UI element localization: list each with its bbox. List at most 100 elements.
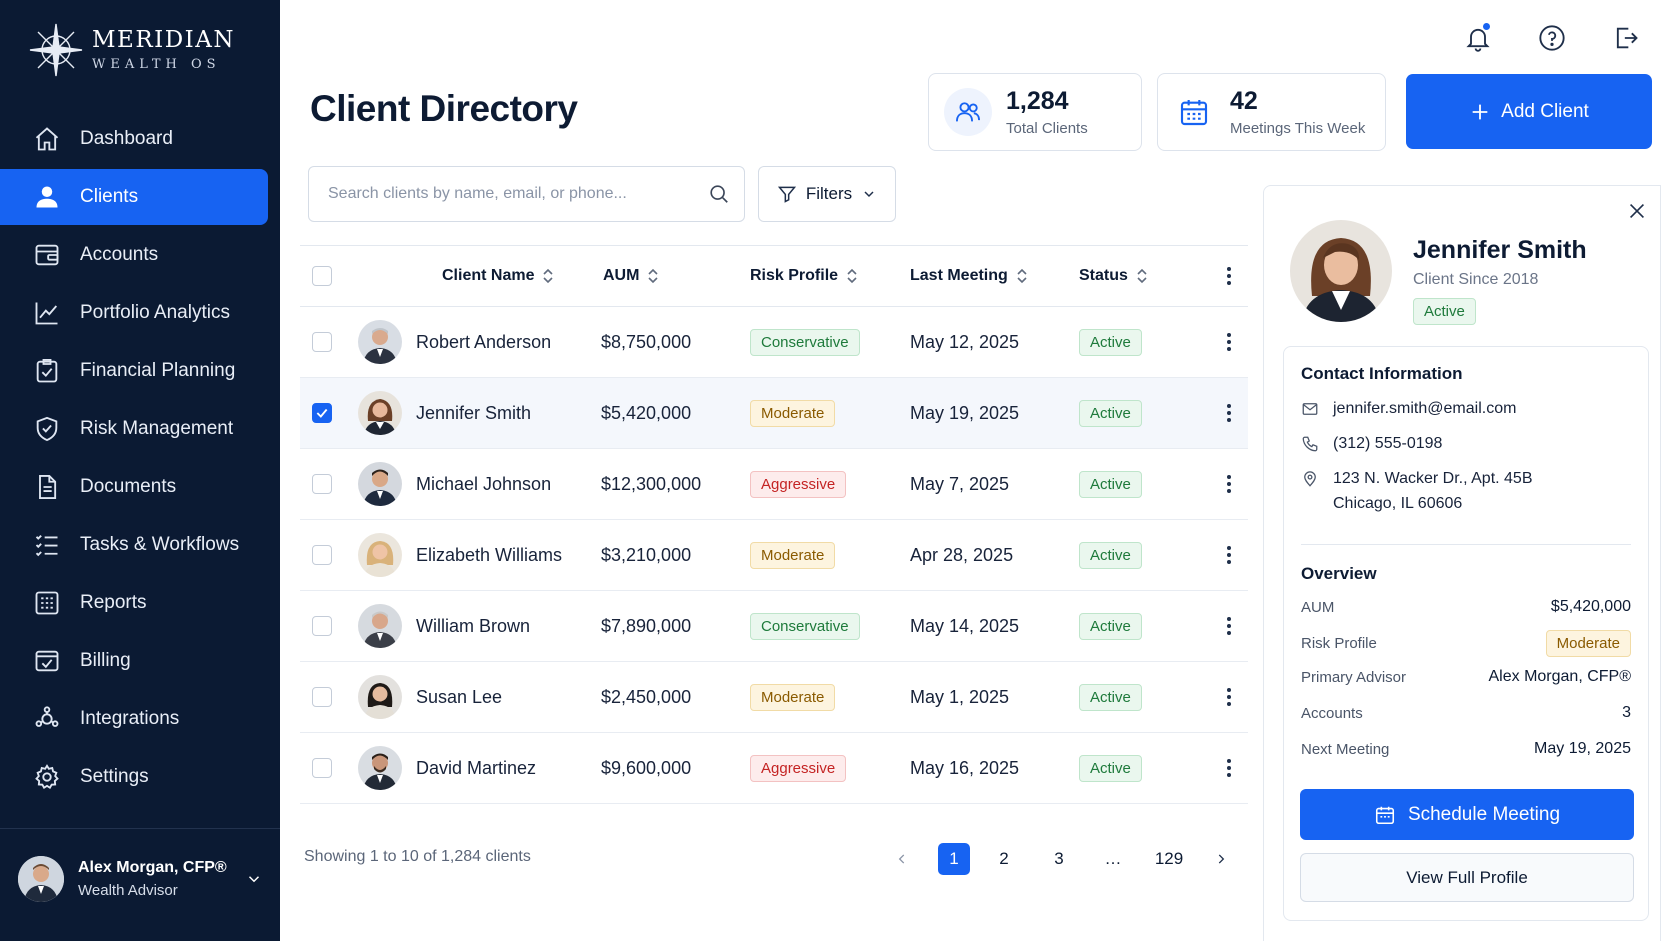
column-options-icon[interactable]	[1226, 266, 1232, 286]
stat-value: 42	[1230, 87, 1258, 115]
chevron-down-icon[interactable]	[245, 870, 263, 888]
table-row[interactable]: Robert Anderson $8,750,000 Conservative …	[300, 307, 1248, 378]
page-button-129[interactable]: 129	[1154, 849, 1184, 868]
notifications-button[interactable]	[1456, 16, 1500, 60]
billing-icon	[32, 646, 62, 676]
table-row[interactable]: Michael Johnson $12,300,000 Aggressive M…	[300, 449, 1248, 520]
sidebar-item-financial-planning[interactable]: Financial Planning	[0, 343, 268, 399]
filters-button[interactable]: Filters	[758, 166, 896, 222]
row-menu-icon[interactable]	[1226, 474, 1232, 494]
sidebar-item-dashboard[interactable]: Dashboard	[0, 111, 268, 167]
sidebar-item-label: Risk Management	[80, 418, 234, 439]
page-button-2[interactable]: 2	[999, 849, 1009, 868]
sidebar-item-clients[interactable]: Clients	[0, 169, 268, 225]
row-menu-icon[interactable]	[1226, 403, 1232, 423]
filter-icon	[777, 184, 797, 204]
avatar	[358, 675, 402, 719]
aum-value: $3,210,000	[601, 544, 692, 565]
help-button[interactable]	[1530, 16, 1574, 60]
column-header-aum[interactable]: AUM	[601, 267, 750, 285]
row-checkbox[interactable]	[312, 332, 332, 352]
chevron-left-icon	[895, 850, 909, 868]
overview-value: $5,420,000	[1550, 598, 1631, 615]
column-header-last-meeting[interactable]: Last Meeting	[910, 267, 1079, 285]
phone-icon	[1301, 431, 1333, 453]
status-badge: Active	[1413, 298, 1476, 325]
row-checkbox[interactable]	[312, 758, 332, 778]
last-meeting: May 1, 2025	[910, 686, 1010, 707]
aum-value: $5,420,000	[601, 402, 692, 423]
overview-label: AUM	[1301, 598, 1335, 616]
brand-logo[interactable]: MERIDIAN WEALTH OS	[28, 22, 235, 78]
logout-button[interactable]	[1604, 16, 1648, 60]
row-checkbox[interactable]	[312, 545, 332, 565]
row-checkbox[interactable]	[312, 474, 332, 494]
status-badge: Active	[1079, 683, 1142, 711]
status-badge: Active	[1079, 612, 1142, 640]
overview-value: May 19, 2025	[1534, 740, 1631, 757]
detail-client-since: Client Since 2018	[1413, 271, 1539, 288]
sidebar-item-tasks-workflows[interactable]: Tasks & Workflows	[0, 517, 268, 573]
row-checkbox[interactable]	[312, 403, 332, 423]
detail-info-card	[1283, 346, 1649, 921]
pagination: 1 2 3 … 129	[886, 843, 1237, 875]
avatar	[358, 533, 402, 577]
sidebar-item-billing[interactable]: Billing	[0, 633, 268, 689]
client-photo	[1290, 220, 1392, 322]
sidebar-item-portfolio-analytics[interactable]: Portfolio Analytics	[0, 285, 268, 341]
column-header-status[interactable]: Status	[1079, 267, 1209, 285]
contact-email[interactable]: jennifer.smith@email.com	[1301, 396, 1516, 421]
clipboard-check-icon	[32, 356, 62, 386]
next-page-button[interactable]	[1205, 843, 1237, 875]
client-name: Robert Anderson	[416, 331, 552, 352]
select-all-checkbox[interactable]	[312, 266, 332, 286]
sidebar-item-integrations[interactable]: Integrations	[0, 691, 268, 747]
add-client-button[interactable]: Add Client	[1406, 74, 1652, 149]
status-badge: Active	[1079, 541, 1142, 569]
row-checkbox[interactable]	[312, 687, 332, 707]
table-row[interactable]: William Brown $7,890,000 Conservative Ma…	[300, 591, 1248, 662]
close-icon[interactable]	[1626, 200, 1648, 222]
row-menu-icon[interactable]	[1226, 687, 1232, 707]
prev-page-button[interactable]	[886, 843, 918, 875]
avatar	[18, 856, 64, 902]
sidebar-item-settings[interactable]: Settings	[0, 749, 268, 805]
top-toolbar	[1456, 16, 1648, 60]
table-row[interactable]: Elizabeth Williams $3,210,000 Moderate A…	[300, 520, 1248, 591]
row-menu-icon[interactable]	[1226, 616, 1232, 636]
sidebar-item-risk-management[interactable]: Risk Management	[0, 401, 268, 457]
sidebar-item-label: Accounts	[80, 244, 159, 265]
sidebar-item-documents[interactable]: Documents	[0, 459, 268, 515]
contact-phone[interactable]: (312) 555-0198	[1301, 431, 1442, 456]
table-row[interactable]: Jennifer Smith $5,420,000 Moderate May 1…	[300, 378, 1248, 449]
row-menu-icon[interactable]	[1226, 758, 1232, 778]
table-row[interactable]: Susan Lee $2,450,000 Moderate May 1, 202…	[300, 662, 1248, 733]
overview-label: Primary Advisor	[1301, 668, 1407, 686]
table-row[interactable]: David Martinez $9,600,000 Aggressive May…	[300, 733, 1248, 804]
column-header-risk[interactable]: Risk Profile	[750, 267, 910, 285]
row-checkbox[interactable]	[312, 616, 332, 636]
schedule-meeting-button[interactable]: Schedule Meeting	[1300, 789, 1634, 840]
sort-icon	[846, 268, 858, 284]
user-menu[interactable]: Alex Morgan, CFP® Wealth Advisor	[18, 856, 263, 902]
detail-divider	[1301, 544, 1631, 545]
search-icon[interactable]	[708, 183, 730, 205]
view-full-profile-button[interactable]: View Full Profile	[1300, 853, 1634, 902]
address-line-1: 123 N. Wacker Dr., Apt. 45B	[1333, 470, 1533, 487]
sidebar-item-reports[interactable]: Reports	[0, 575, 268, 631]
row-menu-icon[interactable]	[1226, 332, 1232, 352]
header-label: Client Name	[442, 267, 535, 284]
column-header-name[interactable]: Client Name	[362, 267, 601, 285]
page-button-1[interactable]: 1	[938, 843, 970, 875]
header-label: Last Meeting	[910, 267, 1008, 284]
row-menu-icon[interactable]	[1226, 545, 1232, 565]
checkmark-icon	[315, 406, 329, 420]
sidebar-item-accounts[interactable]: Accounts	[0, 227, 268, 283]
page-button-3[interactable]: 3	[1054, 849, 1064, 868]
help-icon	[1538, 24, 1566, 52]
avatar	[358, 462, 402, 506]
users-icon	[944, 88, 992, 136]
avatar	[358, 604, 402, 648]
search-input[interactable]	[328, 185, 708, 203]
last-meeting: May 16, 2025	[910, 757, 1020, 778]
